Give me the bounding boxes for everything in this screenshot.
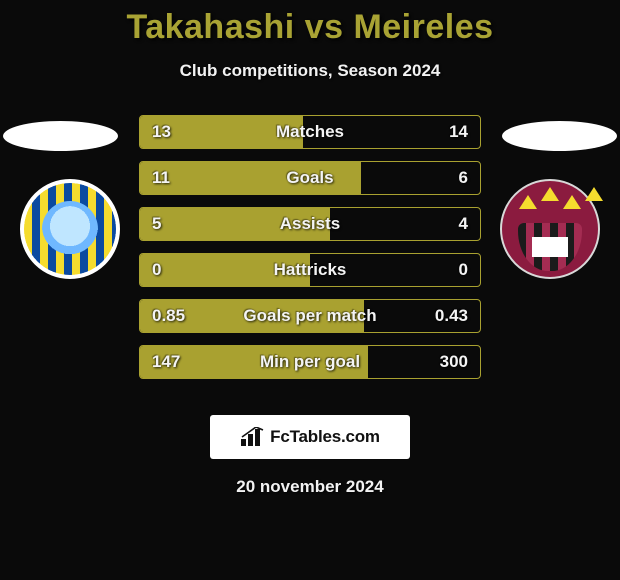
branding: FcTables.com	[210, 415, 410, 459]
stat-label: Goals per match	[210, 306, 410, 326]
stat-value-left: 11	[140, 168, 210, 188]
stat-value-right: 14	[410, 122, 480, 142]
stat-value-left: 0	[140, 260, 210, 280]
stat-row: 147Min per goal300	[139, 345, 481, 379]
footer-date: 20 november 2024	[0, 477, 620, 497]
stat-value-right: 0.43	[410, 306, 480, 326]
club-badge-right	[500, 179, 600, 279]
stat-row: 13Matches14	[139, 115, 481, 149]
stat-row: 0Hattricks0	[139, 253, 481, 287]
stat-label: Matches	[210, 122, 410, 142]
branding-text: FcTables.com	[270, 427, 380, 447]
fctables-logo-icon	[240, 427, 266, 447]
stat-label: Goals	[210, 168, 410, 188]
player-marker-left	[3, 121, 118, 151]
club-badge-left	[20, 179, 120, 279]
stat-value-left: 13	[140, 122, 210, 142]
stat-value-right: 6	[410, 168, 480, 188]
stat-value-right: 300	[410, 352, 480, 372]
main-area: 13Matches1411Goals65Assists40Hattricks00…	[0, 115, 620, 395]
stat-label: Assists	[210, 214, 410, 234]
stat-value-right: 4	[410, 214, 480, 234]
stat-row: 5Assists4	[139, 207, 481, 241]
infographic-root: Takahashi vs Meireles Club competitions,…	[0, 0, 620, 497]
stat-value-left: 0.85	[140, 306, 210, 326]
player-marker-right	[502, 121, 617, 151]
page-title: Takahashi vs Meireles	[0, 8, 620, 47]
stat-value-left: 147	[140, 352, 210, 372]
stat-value-left: 5	[140, 214, 210, 234]
stat-row: 11Goals6	[139, 161, 481, 195]
stat-label: Hattricks	[210, 260, 410, 280]
subtitle: Club competitions, Season 2024	[0, 61, 620, 81]
stat-label: Min per goal	[210, 352, 410, 372]
stat-value-right: 0	[410, 260, 480, 280]
stat-row: 0.85Goals per match0.43	[139, 299, 481, 333]
stats-table: 13Matches1411Goals65Assists40Hattricks00…	[139, 115, 481, 391]
